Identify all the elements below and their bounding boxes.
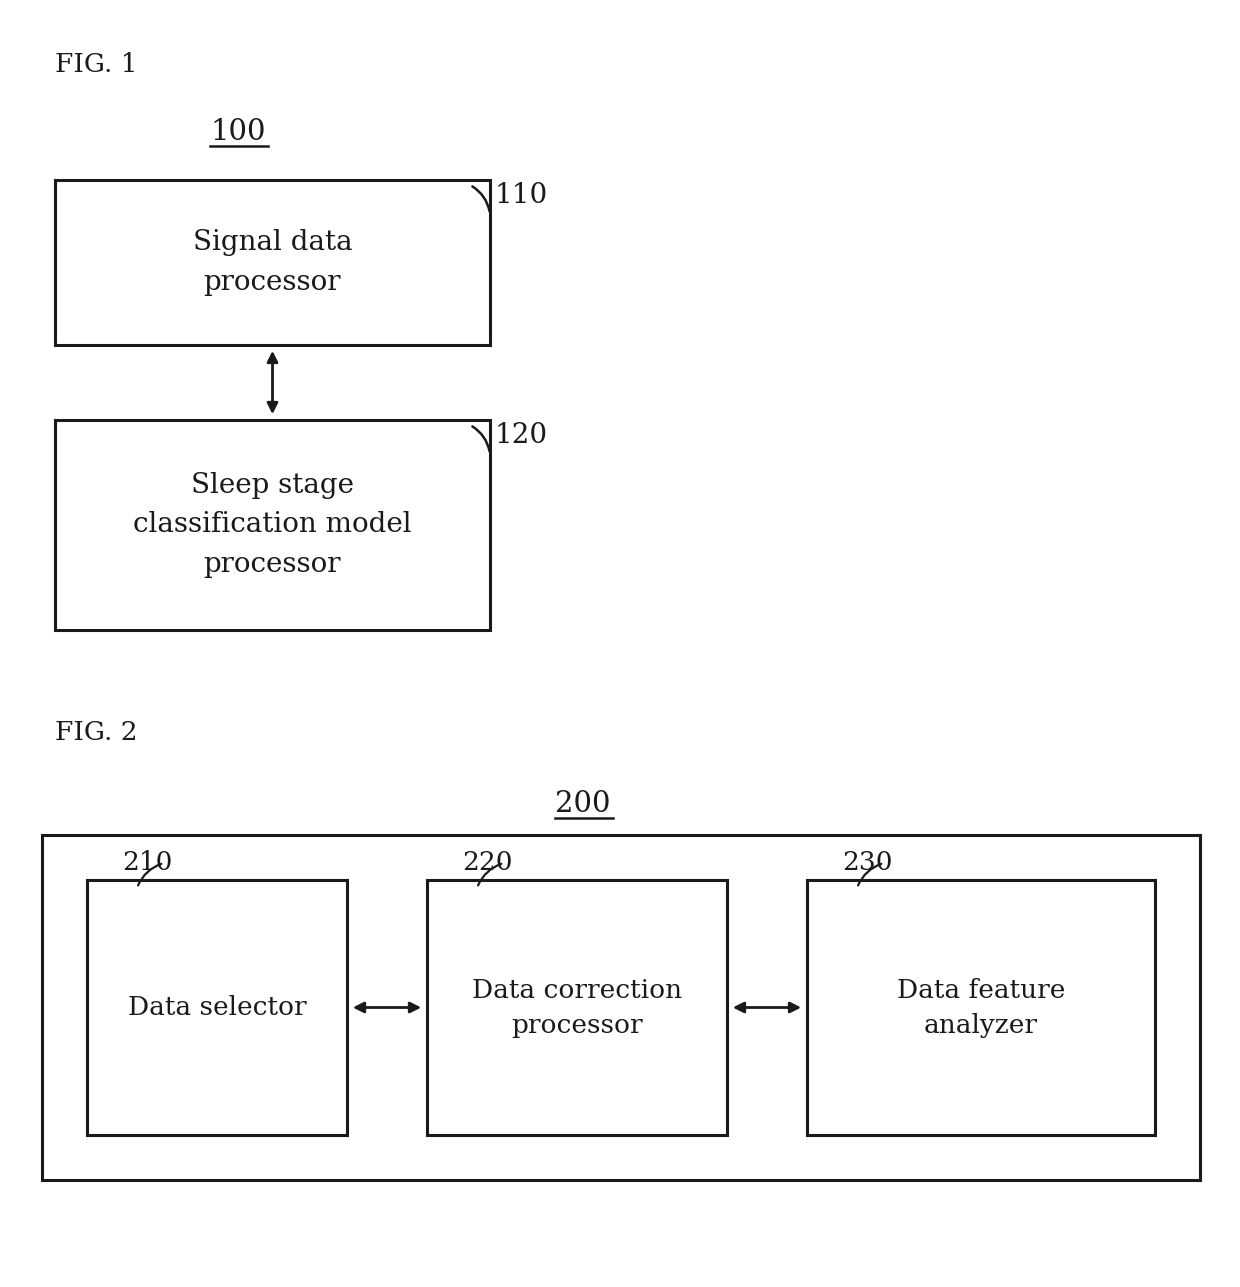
Bar	[427, 880, 727, 1135]
Text: 100: 100	[210, 118, 265, 145]
Text: Signal data
processor: Signal data processor	[192, 229, 352, 296]
Text: FIG. 2: FIG. 2	[55, 719, 138, 745]
Bar	[42, 835, 1200, 1180]
Text: 200: 200	[556, 790, 610, 819]
Text: 120: 120	[495, 422, 548, 449]
Text: Data feature
analyzer: Data feature analyzer	[897, 978, 1065, 1037]
Text: 230: 230	[842, 849, 893, 875]
Text: Data selector: Data selector	[128, 995, 306, 1021]
Text: 110: 110	[495, 181, 548, 208]
Bar	[55, 420, 490, 631]
Bar	[807, 880, 1154, 1135]
Text: Sleep stage
classification model
processor: Sleep stage classification model process…	[133, 472, 412, 578]
Text: FIG. 1: FIG. 1	[55, 51, 138, 77]
Text: Data correction
processor: Data correction processor	[472, 978, 682, 1037]
Text: 220: 220	[463, 849, 512, 875]
Bar	[87, 880, 347, 1135]
Bar	[55, 180, 490, 345]
Text: 210: 210	[122, 849, 172, 875]
